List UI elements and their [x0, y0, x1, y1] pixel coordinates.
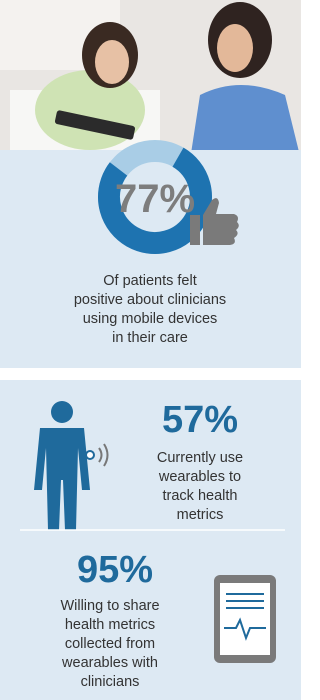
text-line: Of patients felt: [103, 273, 197, 289]
tablet-icon: [214, 575, 276, 663]
text-line: health metrics: [65, 617, 155, 633]
stat: 57%: [162, 399, 238, 441]
stat: 77%: [115, 177, 195, 221]
text-line: collected from: [65, 636, 155, 652]
text-line: Willing to share: [60, 598, 159, 614]
text-line: wearables to: [158, 469, 241, 485]
stat: 95%: [77, 549, 153, 591]
infographic: 77% Of patients felt positive about clini…: [0, 0, 301, 700]
text-line: track health: [163, 488, 238, 504]
text-line: positive about clinicians: [74, 292, 226, 308]
photo: [0, 0, 301, 160]
text-line: clinicians: [81, 674, 140, 690]
text-line: Currently use: [157, 450, 243, 466]
text-line: in their care: [112, 330, 188, 346]
text-line: using mobile devices: [83, 311, 218, 327]
text-line: wearables with: [61, 655, 158, 671]
text-line: metrics: [177, 507, 224, 523]
